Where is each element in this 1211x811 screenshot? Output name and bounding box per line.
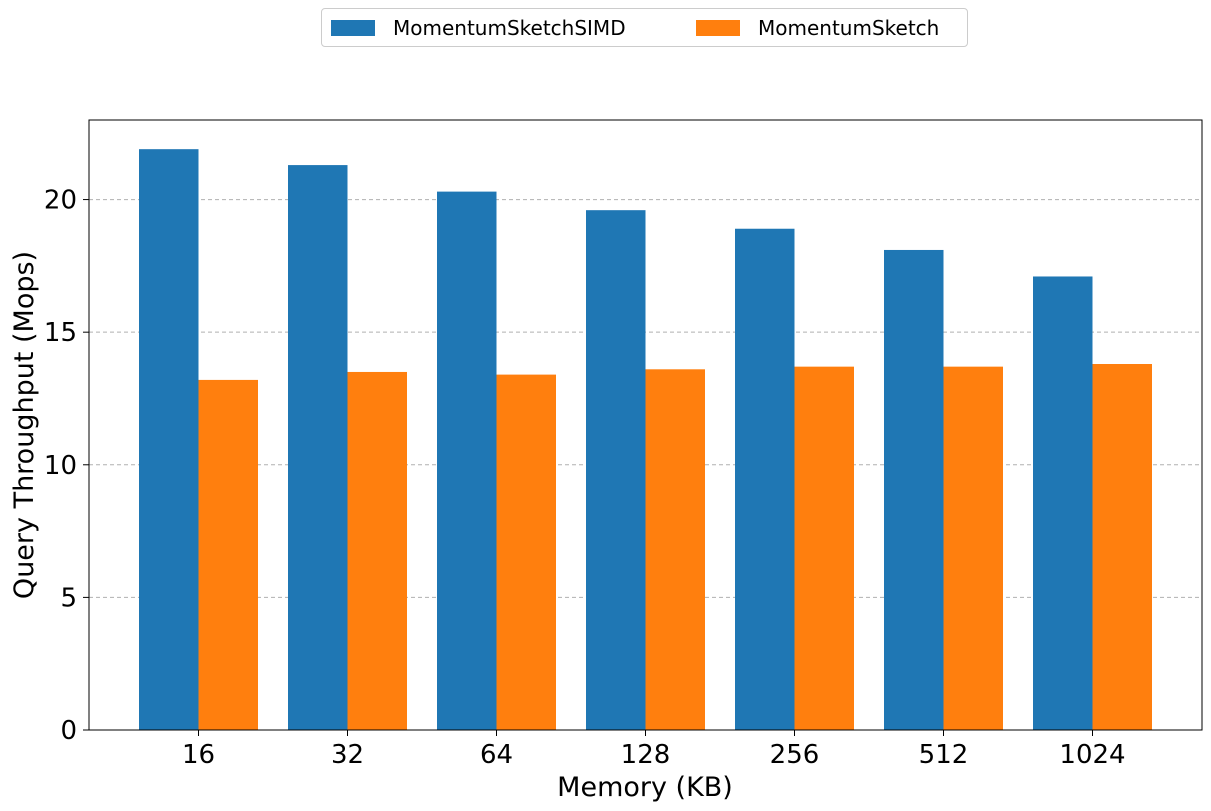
y-tick-label: 20	[44, 186, 77, 216]
x-axis-label: Memory (KB)	[557, 772, 733, 803]
legend-swatch-sketch	[696, 19, 740, 36]
bar-sketch-256	[794, 366, 854, 730]
bar-sketch-16	[198, 379, 258, 730]
legend-swatch-simd	[331, 19, 375, 36]
bar-sketch-32	[347, 371, 407, 730]
y-axis-label: Query Throughput (Mops)	[9, 251, 40, 599]
legend-item-simd: MomentumSketchSIMD	[331, 9, 626, 46]
legend-label-simd: MomentumSketchSIMD	[393, 15, 626, 40]
bar-simd-1024	[1033, 276, 1093, 730]
x-tick-label: 32	[331, 740, 364, 770]
bar-simd-512	[884, 249, 944, 730]
x-tick-label: 128	[621, 740, 671, 770]
bar-sketch-512	[943, 366, 1003, 730]
bars	[139, 149, 1152, 730]
bar-simd-16	[139, 149, 199, 730]
legend-label-sketch: MomentumSketch	[758, 15, 940, 40]
x-tick-label: 512	[919, 740, 969, 770]
x-tick-label: 256	[770, 740, 820, 770]
legend: MomentumSketchSIMD MomentumSketch	[321, 8, 968, 47]
y-tick-label: 10	[44, 451, 77, 481]
y-tick-label: 0	[60, 716, 77, 746]
bar-simd-32	[288, 165, 348, 730]
y-tick-label: 15	[44, 318, 77, 348]
bar-sketch-128	[645, 369, 705, 730]
bar-simd-128	[586, 210, 646, 730]
bar-simd-64	[437, 191, 497, 730]
x-ticks: 16 32 64 128 256 512 1024	[182, 730, 1126, 770]
bar-sketch-64	[496, 374, 556, 730]
x-tick-label: 16	[182, 740, 215, 770]
y-ticks: 0 5 10 15 20	[44, 186, 89, 746]
x-tick-label: 1024	[1059, 740, 1125, 770]
legend-item-sketch: MomentumSketch	[696, 9, 939, 46]
y-tick-label: 5	[60, 583, 77, 613]
bar-simd-256	[735, 228, 795, 730]
bar-sketch-1024	[1092, 364, 1152, 730]
x-tick-label: 64	[480, 740, 513, 770]
